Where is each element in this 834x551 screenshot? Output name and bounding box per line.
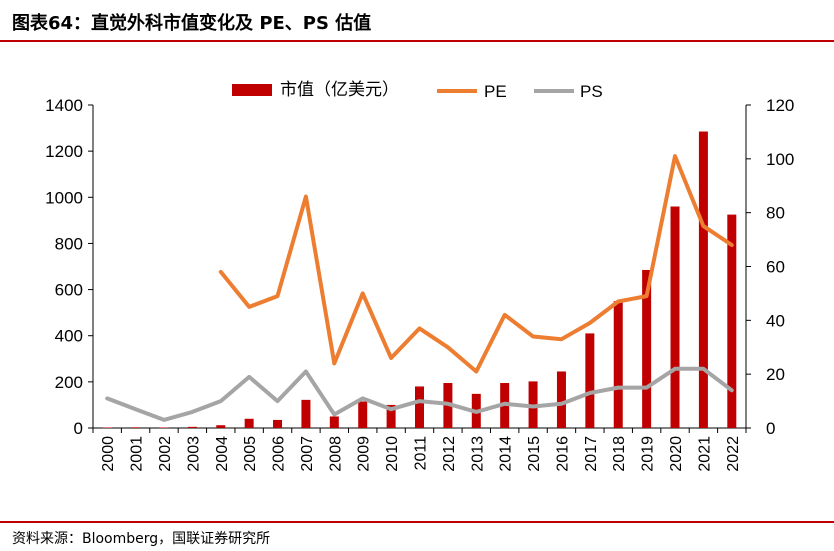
- series-line-ps: [105, 366, 734, 422]
- bar-market-cap: [159, 427, 169, 429]
- left-tick-label: 0: [74, 419, 83, 438]
- bar-market-cap: [102, 427, 112, 429]
- bar-market-cap: [727, 214, 737, 428]
- x-tick-label: 2013: [469, 436, 486, 472]
- bar-market-cap: [187, 426, 197, 428]
- right-tick-label: 120: [766, 96, 794, 115]
- legend-label-pe: PE: [484, 82, 507, 101]
- right-tick-label: 60: [766, 258, 785, 277]
- x-tick-label: 2015: [526, 436, 543, 472]
- bar-market-cap: [329, 416, 339, 428]
- bar-market-cap: [613, 301, 623, 428]
- left-tick-label: 800: [55, 234, 83, 253]
- left-tick-label: 1400: [45, 96, 83, 115]
- x-tick-label: 2007: [299, 436, 316, 472]
- bar-market-cap: [585, 333, 595, 428]
- x-tick-label: 2001: [129, 436, 146, 472]
- x-tick-label: 2004: [214, 436, 231, 472]
- left-tick-label: 400: [55, 327, 83, 346]
- right-tick-label: 100: [766, 150, 794, 169]
- x-tick-label: 2009: [356, 436, 373, 472]
- combo-chart: 0 200 400 600 800 1000 1200 1400 0 20 40 60 80 100 120…: [45, 80, 794, 472]
- source-note: 资料来源：Bloomberg，国联证券研究所: [12, 531, 271, 547]
- x-tick-label: 2002: [157, 436, 174, 472]
- x-tick-label: 2020: [668, 436, 685, 472]
- x-tick-label: 2022: [725, 436, 742, 472]
- legend-label-ps: PS: [580, 82, 603, 101]
- right-tick-label: 0: [766, 419, 775, 438]
- bar-market-cap: [386, 404, 396, 428]
- x-tick-label: 2008: [327, 436, 344, 472]
- left-tick-label: 200: [55, 373, 83, 392]
- bar-market-cap: [358, 401, 368, 428]
- x-tick-label: 2011: [413, 436, 430, 471]
- footer-rule: [0, 521, 834, 523]
- x-tick-label: 2006: [271, 436, 288, 472]
- x-tick-label: 2014: [498, 436, 515, 472]
- right-tick-label: 80: [766, 204, 785, 223]
- chart-title: 图表64：直觉外科市值变化及 PE、PS 估值: [12, 13, 372, 34]
- bar-market-cap: [642, 269, 652, 428]
- bar-market-cap: [670, 206, 680, 428]
- bar-market-cap: [698, 131, 708, 428]
- right-tick-label: 40: [766, 311, 785, 330]
- bar-market-cap: [244, 418, 254, 428]
- x-tick-label: 2010: [384, 436, 401, 472]
- x-tick-label: 2019: [640, 436, 657, 472]
- chart-header: 图表64：直觉外科市值变化及 PE、PS 估值: [0, 0, 834, 40]
- x-tick-label: 2016: [554, 436, 571, 472]
- header-rule: [0, 40, 834, 42]
- bar-market-cap: [415, 386, 424, 428]
- x-tick-label: 2005: [242, 436, 259, 472]
- left-tick-label: 1000: [45, 188, 83, 207]
- x-tick-label: 2021: [696, 436, 713, 472]
- bar-market-cap: [301, 399, 311, 428]
- left-tick-label: 600: [55, 281, 83, 300]
- x-tick-label: 2003: [185, 436, 202, 472]
- x-tick-label: 2000: [100, 436, 117, 472]
- x-tick-label: 2018: [611, 436, 628, 472]
- left-tick-label: 1200: [45, 142, 83, 161]
- x-tick-label: 2012: [441, 436, 458, 472]
- bar-market-cap: [131, 427, 141, 428]
- legend-swatch-market-cap: [232, 84, 272, 96]
- bar-market-cap: [216, 425, 226, 428]
- chart-area: 0 200 400 600 800 1000 1200 1400 0 20 40 60 80 100 120…: [0, 46, 834, 516]
- bar-market-cap: [273, 419, 283, 428]
- series-line-pe: [218, 154, 734, 374]
- x-tick-label: 2017: [583, 436, 600, 472]
- right-tick-label: 20: [766, 365, 785, 384]
- legend-label-market-cap: 市值（亿美元）: [280, 80, 399, 99]
- bar-market-cap: [556, 371, 566, 428]
